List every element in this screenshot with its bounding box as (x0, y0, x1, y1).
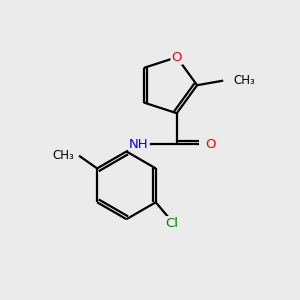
Text: NH: NH (129, 138, 149, 151)
Text: CH₃: CH₃ (53, 149, 75, 162)
Text: Cl: Cl (165, 217, 178, 230)
Text: CH₃: CH₃ (233, 74, 255, 87)
Text: O: O (172, 51, 182, 64)
Text: O: O (205, 138, 216, 151)
